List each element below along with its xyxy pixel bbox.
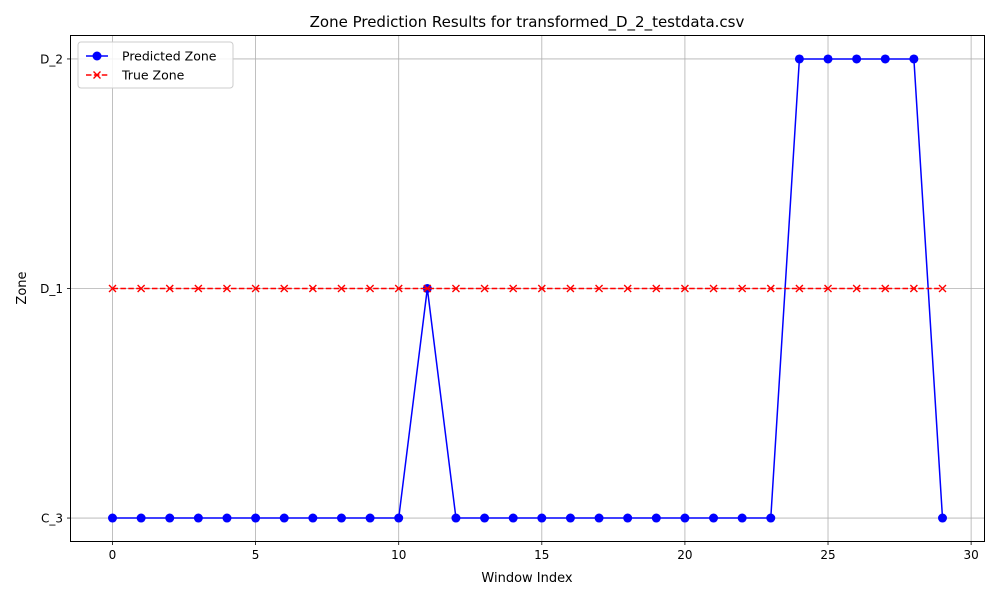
true-zone-point <box>824 284 833 293</box>
true-zone-point <box>766 284 775 293</box>
x-tick-label: 25 <box>820 548 835 562</box>
true-zone-point <box>509 284 518 293</box>
axis-ticks: 0 5 10 15 20 25 30 C_3 D_1 D_2 <box>40 52 979 562</box>
predicted-zone-point <box>823 54 833 64</box>
y-tick-label: D_1 <box>40 282 63 296</box>
predicted-zone-point <box>565 513 575 523</box>
true-zone-point <box>623 284 632 293</box>
true-zone-point <box>795 284 804 293</box>
true-zone-point <box>337 284 346 293</box>
plot-series <box>108 54 947 523</box>
true-zone-point <box>280 284 289 293</box>
predicted-zone-point <box>880 54 890 64</box>
true-zone-point <box>909 284 918 293</box>
predicted-zone-point <box>938 513 947 523</box>
legend-box <box>77 41 234 89</box>
legend: Predicted Zone True Zone <box>77 41 234 89</box>
predicted-zone-point <box>222 513 232 523</box>
x-tick-label: 5 <box>252 548 260 562</box>
predicted-zone-point <box>537 513 547 523</box>
predicted-zone-point <box>680 513 690 523</box>
predicted-zone-point <box>336 513 346 523</box>
predicted-zone-point <box>279 513 289 523</box>
true-zone-point <box>938 284 947 293</box>
predicted-zone-point <box>365 513 375 523</box>
legend-predicted-marker <box>92 51 102 61</box>
predicted-zone-point <box>737 513 747 523</box>
x-tick-label: 10 <box>391 548 406 562</box>
y-axis-label: Zone <box>15 271 30 304</box>
true-zone-point <box>537 284 546 293</box>
true-zone-point <box>137 284 146 293</box>
true-zone-point <box>451 284 460 293</box>
predicted-zone-point <box>651 513 661 523</box>
legend-true-marker <box>93 71 101 79</box>
predicted-zone-point <box>508 513 518 523</box>
x-tick-label: 30 <box>963 548 978 562</box>
true-zone-point <box>709 284 718 293</box>
legend-label-predicted: Predicted Zone <box>122 49 217 64</box>
predicted-zone-point <box>623 513 633 523</box>
true-zone-point <box>566 284 575 293</box>
predicted-zone-point <box>594 513 604 523</box>
predicted-zone-point <box>165 513 175 523</box>
true-zone-point <box>738 284 747 293</box>
true-zone-point <box>881 284 890 293</box>
predicted-zone-point <box>480 513 490 523</box>
predicted-zone-point <box>909 54 919 64</box>
true-zone-point <box>222 284 231 293</box>
true-zone-point <box>480 284 489 293</box>
predicted-zone-point <box>451 513 461 523</box>
true-zone-point <box>108 284 117 293</box>
x-tick-label: 0 <box>109 548 117 562</box>
true-zone-point <box>165 284 174 293</box>
predicted-zone-point <box>251 513 261 523</box>
y-tick-label: D_2 <box>40 52 63 66</box>
predicted-zone-point <box>136 513 146 523</box>
true-zone-point <box>680 284 689 293</box>
predicted-zone-point <box>308 513 318 523</box>
predicted-zone-point <box>108 513 117 523</box>
true-zone-point <box>251 284 260 293</box>
legend-label-true: True Zone <box>121 68 185 83</box>
y-tick-label: C_3 <box>41 512 63 526</box>
predicted-zone-point <box>794 54 804 64</box>
predicted-zone-line <box>112 58 944 519</box>
true-zone-point <box>852 284 861 293</box>
true-zone-point <box>366 284 375 293</box>
true-zone-point <box>595 284 604 293</box>
x-axis-label: Window Index <box>481 571 572 586</box>
true-zone-point <box>652 284 661 293</box>
predicted-zone-point <box>709 513 719 523</box>
x-tick-label: 15 <box>534 548 549 562</box>
true-zone-point <box>194 284 203 293</box>
true-zone-point <box>423 284 432 293</box>
x-tick-label: 20 <box>677 548 692 562</box>
chart-title: Zone Prediction Results for transformed_… <box>310 13 745 32</box>
predicted-zone-point <box>394 513 404 523</box>
predicted-zone-point <box>766 513 776 523</box>
true-zone-point <box>308 284 317 293</box>
predicted-zone-point <box>852 54 862 64</box>
true-zone-point <box>394 284 403 293</box>
predicted-zone-point <box>193 513 203 523</box>
